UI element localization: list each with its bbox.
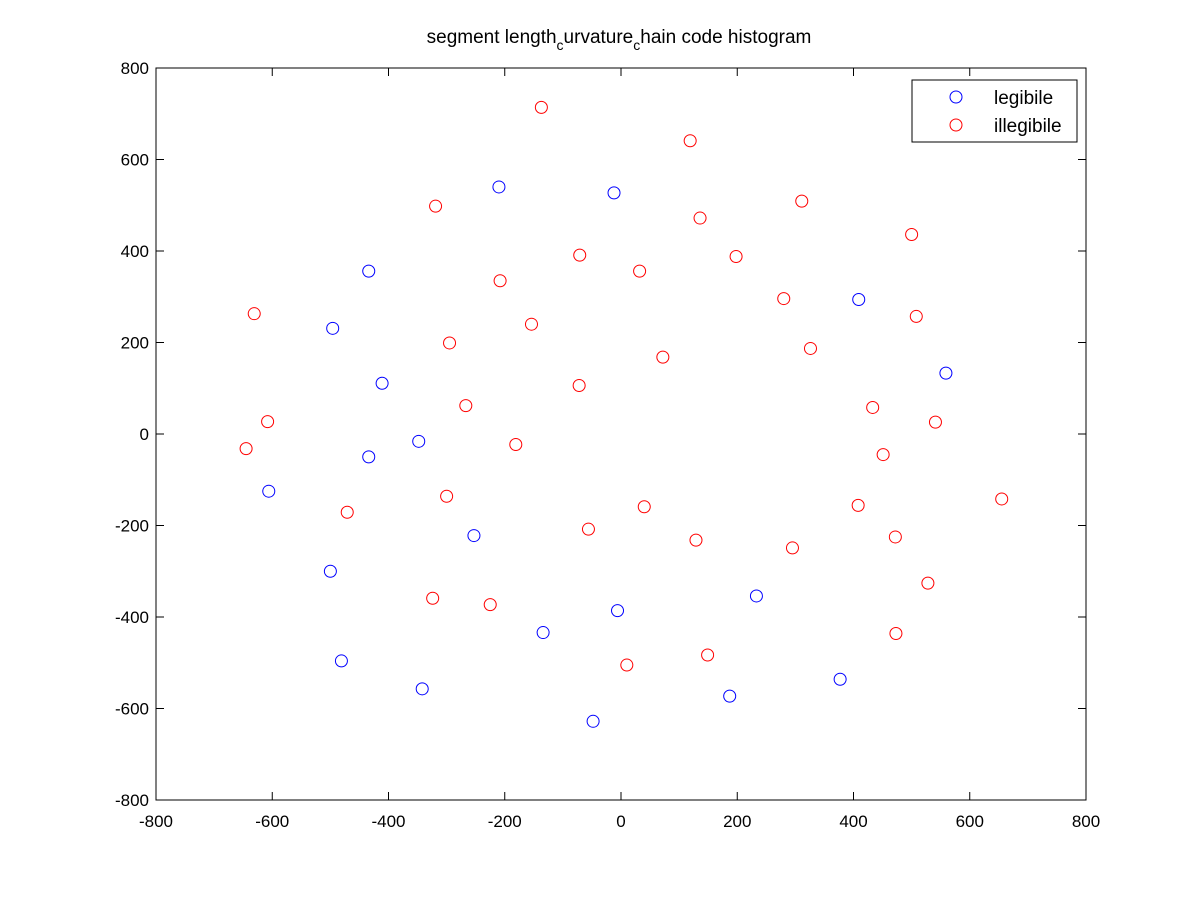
- chart-title: segment lengthcurvaturechain code histog…: [427, 27, 812, 53]
- data-point-illegibile: [509, 438, 523, 452]
- data-point-legibile: [467, 529, 481, 543]
- data-point-legibile: [415, 682, 429, 696]
- data-point-legibile: [939, 366, 953, 380]
- data-point-legibile: [334, 654, 348, 668]
- data-point-illegibile: [905, 228, 919, 242]
- series-illegibile: [239, 100, 1009, 672]
- data-point-illegibile: [866, 400, 880, 414]
- chart-title-part-3: urvature: [564, 27, 634, 48]
- data-point-illegibile: [429, 199, 443, 213]
- data-point-legibile: [611, 604, 625, 618]
- data-point-illegibile: [876, 448, 890, 462]
- x-tick-label: 200: [723, 812, 751, 831]
- data-point-illegibile: [459, 399, 473, 413]
- data-point-illegibile: [443, 336, 457, 350]
- axes-box: [155, 67, 1087, 801]
- data-point-illegibile: [701, 648, 715, 662]
- data-point-illegibile: [620, 658, 634, 672]
- data-point-illegibile: [637, 500, 651, 514]
- data-point-legibile: [586, 714, 600, 728]
- data-point-illegibile: [909, 309, 923, 323]
- x-tick-label: -800: [139, 812, 173, 831]
- data-point-illegibile: [426, 591, 440, 605]
- chart-title-part-4: c: [633, 37, 640, 53]
- x-tick-label: -600: [255, 812, 289, 831]
- y-tick-label: -200: [115, 517, 149, 536]
- data-point-legibile: [723, 689, 737, 703]
- y-tick-label: 200: [121, 334, 149, 353]
- data-point-illegibile: [247, 307, 261, 321]
- data-point-legibile: [852, 292, 866, 306]
- data-point-illegibile: [483, 598, 497, 612]
- x-tick-label: 600: [956, 812, 984, 831]
- data-point-legibile: [607, 186, 621, 200]
- data-point-illegibile: [524, 317, 538, 331]
- data-point-illegibile: [777, 292, 791, 306]
- data-point-legibile: [262, 484, 276, 498]
- data-point-illegibile: [572, 379, 586, 393]
- legend: legibile illegibile: [911, 79, 1078, 143]
- data-point-illegibile: [729, 249, 743, 263]
- data-point-illegibile: [581, 522, 595, 536]
- series-legibile: [262, 180, 953, 728]
- data-point-illegibile: [928, 415, 942, 429]
- data-point-illegibile: [689, 533, 703, 547]
- data-point-illegibile: [340, 505, 354, 519]
- data-point-illegibile: [261, 415, 275, 429]
- data-point-legibile: [323, 564, 337, 578]
- data-point-legibile: [536, 626, 550, 640]
- data-point-illegibile: [683, 134, 697, 148]
- data-point-legibile: [492, 180, 506, 194]
- axis-ticks: -800 -600 -400 -200 0 200 400 600 800 -800 -600 -40…: [115, 59, 1100, 831]
- data-point-illegibile: [851, 498, 865, 512]
- data-point-illegibile: [888, 530, 902, 544]
- data-point-legibile: [326, 321, 340, 335]
- data-point-illegibile: [656, 350, 670, 364]
- legend-box: [911, 79, 1078, 143]
- x-tick-label: 800: [1072, 812, 1100, 831]
- data-point-illegibile: [534, 100, 548, 114]
- y-tick-label: -400: [115, 608, 149, 627]
- y-tick-label: -800: [115, 791, 149, 810]
- data-point-illegibile: [803, 341, 817, 355]
- data-point-legibile: [749, 589, 763, 603]
- data-point-illegibile: [239, 442, 253, 456]
- data-point-legibile: [375, 376, 389, 390]
- y-tick-label: -600: [115, 700, 149, 719]
- plot-area: [155, 67, 1087, 801]
- data-point-legibile: [362, 264, 376, 278]
- y-tick-label: 400: [121, 242, 149, 261]
- data-point-illegibile: [785, 541, 799, 555]
- x-tick-label: 400: [839, 812, 867, 831]
- y-tick-label: 0: [140, 425, 149, 444]
- x-tick-label: -200: [488, 812, 522, 831]
- data-point-illegibile: [440, 489, 454, 503]
- data-point-legibile: [362, 450, 376, 464]
- data-point-illegibile: [633, 264, 647, 278]
- data-point-illegibile: [921, 576, 935, 590]
- chart-title-part-1: segment length: [427, 27, 557, 48]
- chart-title-part-2: c: [557, 37, 564, 53]
- x-tick-label: -400: [371, 812, 405, 831]
- y-tick-label: 600: [121, 151, 149, 170]
- chart-title-part-5: hain code histogram: [640, 27, 811, 48]
- data-point-illegibile: [889, 626, 903, 640]
- data-point-illegibile: [493, 274, 507, 288]
- data-points: [239, 100, 1009, 728]
- data-point-illegibile: [693, 211, 707, 225]
- legend-marker-legibile: [949, 90, 963, 104]
- legend-label-illegibile: illegibile: [994, 116, 1062, 137]
- data-point-legibile: [833, 672, 847, 686]
- data-point-illegibile: [995, 492, 1009, 506]
- y-tick-label: 800: [121, 59, 149, 78]
- data-point-illegibile: [795, 194, 809, 208]
- legend-marker-illegibile: [949, 118, 963, 132]
- legend-label-legibile: legibile: [994, 88, 1053, 109]
- data-point-illegibile: [573, 248, 587, 262]
- data-point-legibile: [412, 434, 426, 448]
- x-tick-label: 0: [616, 812, 625, 831]
